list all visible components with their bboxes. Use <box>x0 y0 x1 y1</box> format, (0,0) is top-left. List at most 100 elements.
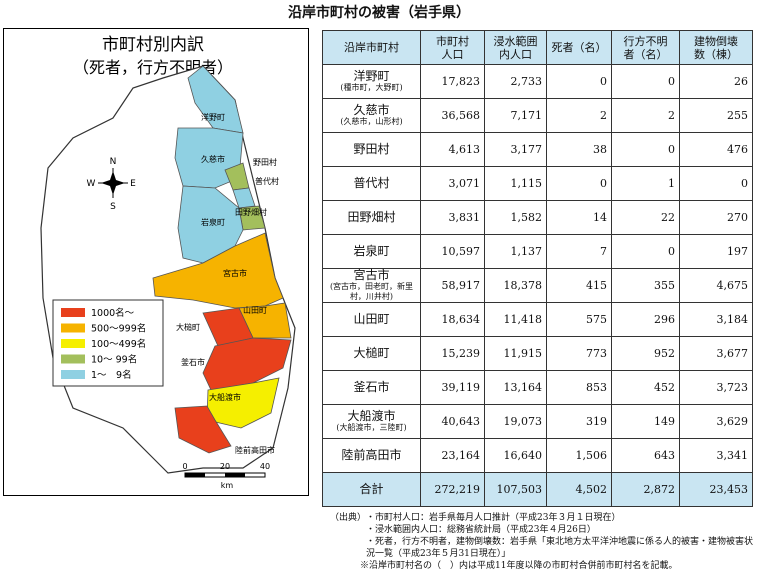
value-cell: 10,597 <box>420 234 485 269</box>
region-label: 釜石市 <box>181 357 205 367</box>
region-label: 大船渡市 <box>209 392 241 402</box>
table-row: 岩泉町 10,597 1,137 7 0 197 <box>322 234 753 269</box>
region-label: 岩泉町 <box>201 217 225 227</box>
name-cell: 久慈市 (久慈市，山形村) <box>322 98 421 133</box>
table-body: 洋野町 (種市町，大野町) 17,823 2,733 0 0 26 久慈市 (久慈市，山形村) 3… <box>322 64 753 507</box>
value-cell: 38 <box>546 132 612 167</box>
value-cell: 0 <box>611 64 680 99</box>
region-label: 洋野町 <box>201 112 225 122</box>
table-row: 釜石市 39,119 13,164 853 452 3,723 <box>322 370 753 405</box>
value-cell: 2,733 <box>484 64 547 99</box>
value-cell: 18,378 <box>484 268 547 303</box>
compass-star <box>101 179 125 187</box>
name-cell: 釜石市 <box>322 370 421 405</box>
value-cell: 0 <box>546 166 612 201</box>
name-cell: 大槌町 <box>322 336 421 371</box>
municipality-name: 野田村 <box>353 142 390 156</box>
value-cell: 476 <box>679 132 753 167</box>
value-cell: 17,823 <box>420 64 485 99</box>
municipality-name: 洋野町 <box>353 69 390 83</box>
region-label: 久慈市 <box>201 154 225 164</box>
value-cell: 1 <box>611 166 680 201</box>
municipality-name: 宮古市 <box>353 268 390 282</box>
legend-swatch <box>61 339 85 348</box>
region <box>202 337 292 391</box>
table-row: 普代村 3,071 1,115 0 1 0 <box>322 166 753 201</box>
page-title: 沿岸市町村の被害（岩手県） <box>288 5 470 21</box>
value-cell: 1,115 <box>484 166 547 201</box>
value-cell: 4,613 <box>420 132 485 167</box>
name-cell: 洋野町 (種市町，大野町) <box>322 64 421 99</box>
value-cell: 4,502 <box>546 472 612 507</box>
map: 市町村別内訳 （死者，行方不明者） N S W E 1000名～500～999名… <box>3 28 309 496</box>
legend-label: 1000名～ <box>91 307 135 319</box>
value-cell: 0 <box>611 234 680 269</box>
table-row: 陸前高田市 23,164 16,640 1,506 643 3,341 <box>322 438 753 473</box>
legend-label: 100～499名 <box>91 338 146 350</box>
region <box>152 232 284 309</box>
value-cell: 16,640 <box>484 438 547 473</box>
value-cell: 36,568 <box>420 98 485 133</box>
note-line: ・死者，行方不明者，建物倒壊数：岩手県「東北地方太平洋沖地震に係る人的被害・建物… <box>366 537 754 559</box>
value-cell: 643 <box>611 438 680 473</box>
legend-swatch <box>61 354 85 364</box>
value-cell: 19,073 <box>484 404 547 439</box>
value-cell: 18,634 <box>420 302 485 337</box>
value-cell: 58,917 <box>420 268 485 303</box>
value-cell: 3,071 <box>420 166 485 201</box>
scale-label: 0 <box>182 462 187 471</box>
notes: （出典） ・市町村人口：岩手県毎月人口推計（平成23年３月１日現在） ・浸水範囲内… <box>330 512 755 572</box>
compass-w: W <box>87 179 96 189</box>
municipality-name: 陸前高田市 <box>341 448 402 462</box>
value-cell: 270 <box>679 200 753 235</box>
notes-tail: ※沿岸市町村名の（ ）内は平成11年度以降の市町村合併前市町村名を記載。 <box>360 561 678 571</box>
scale-label: 40 <box>260 462 270 471</box>
municipality-name: 普代村 <box>353 176 390 190</box>
value-cell: 452 <box>611 370 680 405</box>
name-cell: 合計 <box>322 472 421 507</box>
table-row: 山田町 18,634 11,418 575 296 3,184 <box>322 302 753 337</box>
legend-swatch <box>61 323 85 333</box>
legend-label: 500～999名 <box>91 323 146 335</box>
value-cell: 415 <box>546 268 612 303</box>
municipality-name: 久慈市 <box>353 103 390 117</box>
compass-n: N <box>110 157 117 167</box>
table-row: 合計 272,219 107,503 4,502 2,872 23,453 <box>322 472 753 507</box>
header-cell: 市町村 人口 <box>420 30 485 65</box>
header-cell: 建物倒壊 数（棟） <box>679 30 753 65</box>
name-cell: 大船渡市 (大船渡市，三陸町) <box>322 404 421 439</box>
scale-bar: 0 20 40 km <box>182 462 270 490</box>
value-cell: 7,171 <box>484 98 547 133</box>
value-cell: 3,677 <box>679 336 753 371</box>
municipality-name: 合計 <box>359 482 384 496</box>
scale-rect <box>185 473 205 477</box>
value-cell: 952 <box>611 336 680 371</box>
table-row: 宮古市 (宮古市，田老町，新里村，川井村) 58,917 18,378 415 355 4,… <box>322 268 753 303</box>
value-cell: 853 <box>546 370 612 405</box>
value-cell: 11,418 <box>484 302 547 337</box>
map-title: 市町村別内訳 <box>102 35 204 55</box>
scale-rect <box>225 473 245 477</box>
former-names: (種市町，大野町) <box>340 83 403 92</box>
name-cell: 普代村 <box>322 166 421 201</box>
value-cell: 319 <box>546 404 612 439</box>
former-names: (宮古市，田老町，新里村，川井村) <box>329 282 414 301</box>
value-cell: 1,137 <box>484 234 547 269</box>
value-cell: 575 <box>546 302 612 337</box>
former-names: (久慈市，山形村) <box>340 117 403 126</box>
value-cell: 7 <box>546 234 612 269</box>
header-row: 沿岸市町村 市町村 人口 浸水範囲 内人口 死者（名） 行方不明 者（名） 建物倒壊 数（… <box>322 30 753 65</box>
region-label: 野田村 <box>253 157 277 167</box>
name-cell: 田野畑村 <box>322 200 421 235</box>
compass-e: E <box>130 179 136 189</box>
table-row: 大槌町 15,239 11,915 773 952 3,677 <box>322 336 753 371</box>
value-cell: 0 <box>546 64 612 99</box>
region-label: 田野畑村 <box>235 207 267 217</box>
value-cell: 14 <box>546 200 612 235</box>
municipality-name: 釜石市 <box>353 380 390 394</box>
value-cell: 3,831 <box>420 200 485 235</box>
legend-label: 10～ 99名 <box>91 354 137 366</box>
region-label: 大槌町 <box>176 322 200 332</box>
notes-lines: ・市町村人口：岩手県毎月人口推計（平成23年３月１日現在） ・浸水範囲内人口：総務… <box>366 512 755 560</box>
